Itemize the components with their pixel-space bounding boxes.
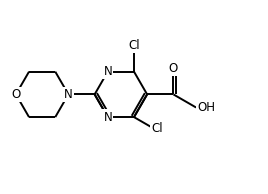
Text: Cl: Cl [151,122,162,135]
Text: Cl: Cl [128,39,140,52]
Text: OH: OH [198,101,215,114]
Text: N: N [103,111,112,124]
Text: N: N [103,65,112,78]
Text: N: N [64,88,73,101]
Text: O: O [169,62,178,75]
Text: O: O [11,88,21,101]
